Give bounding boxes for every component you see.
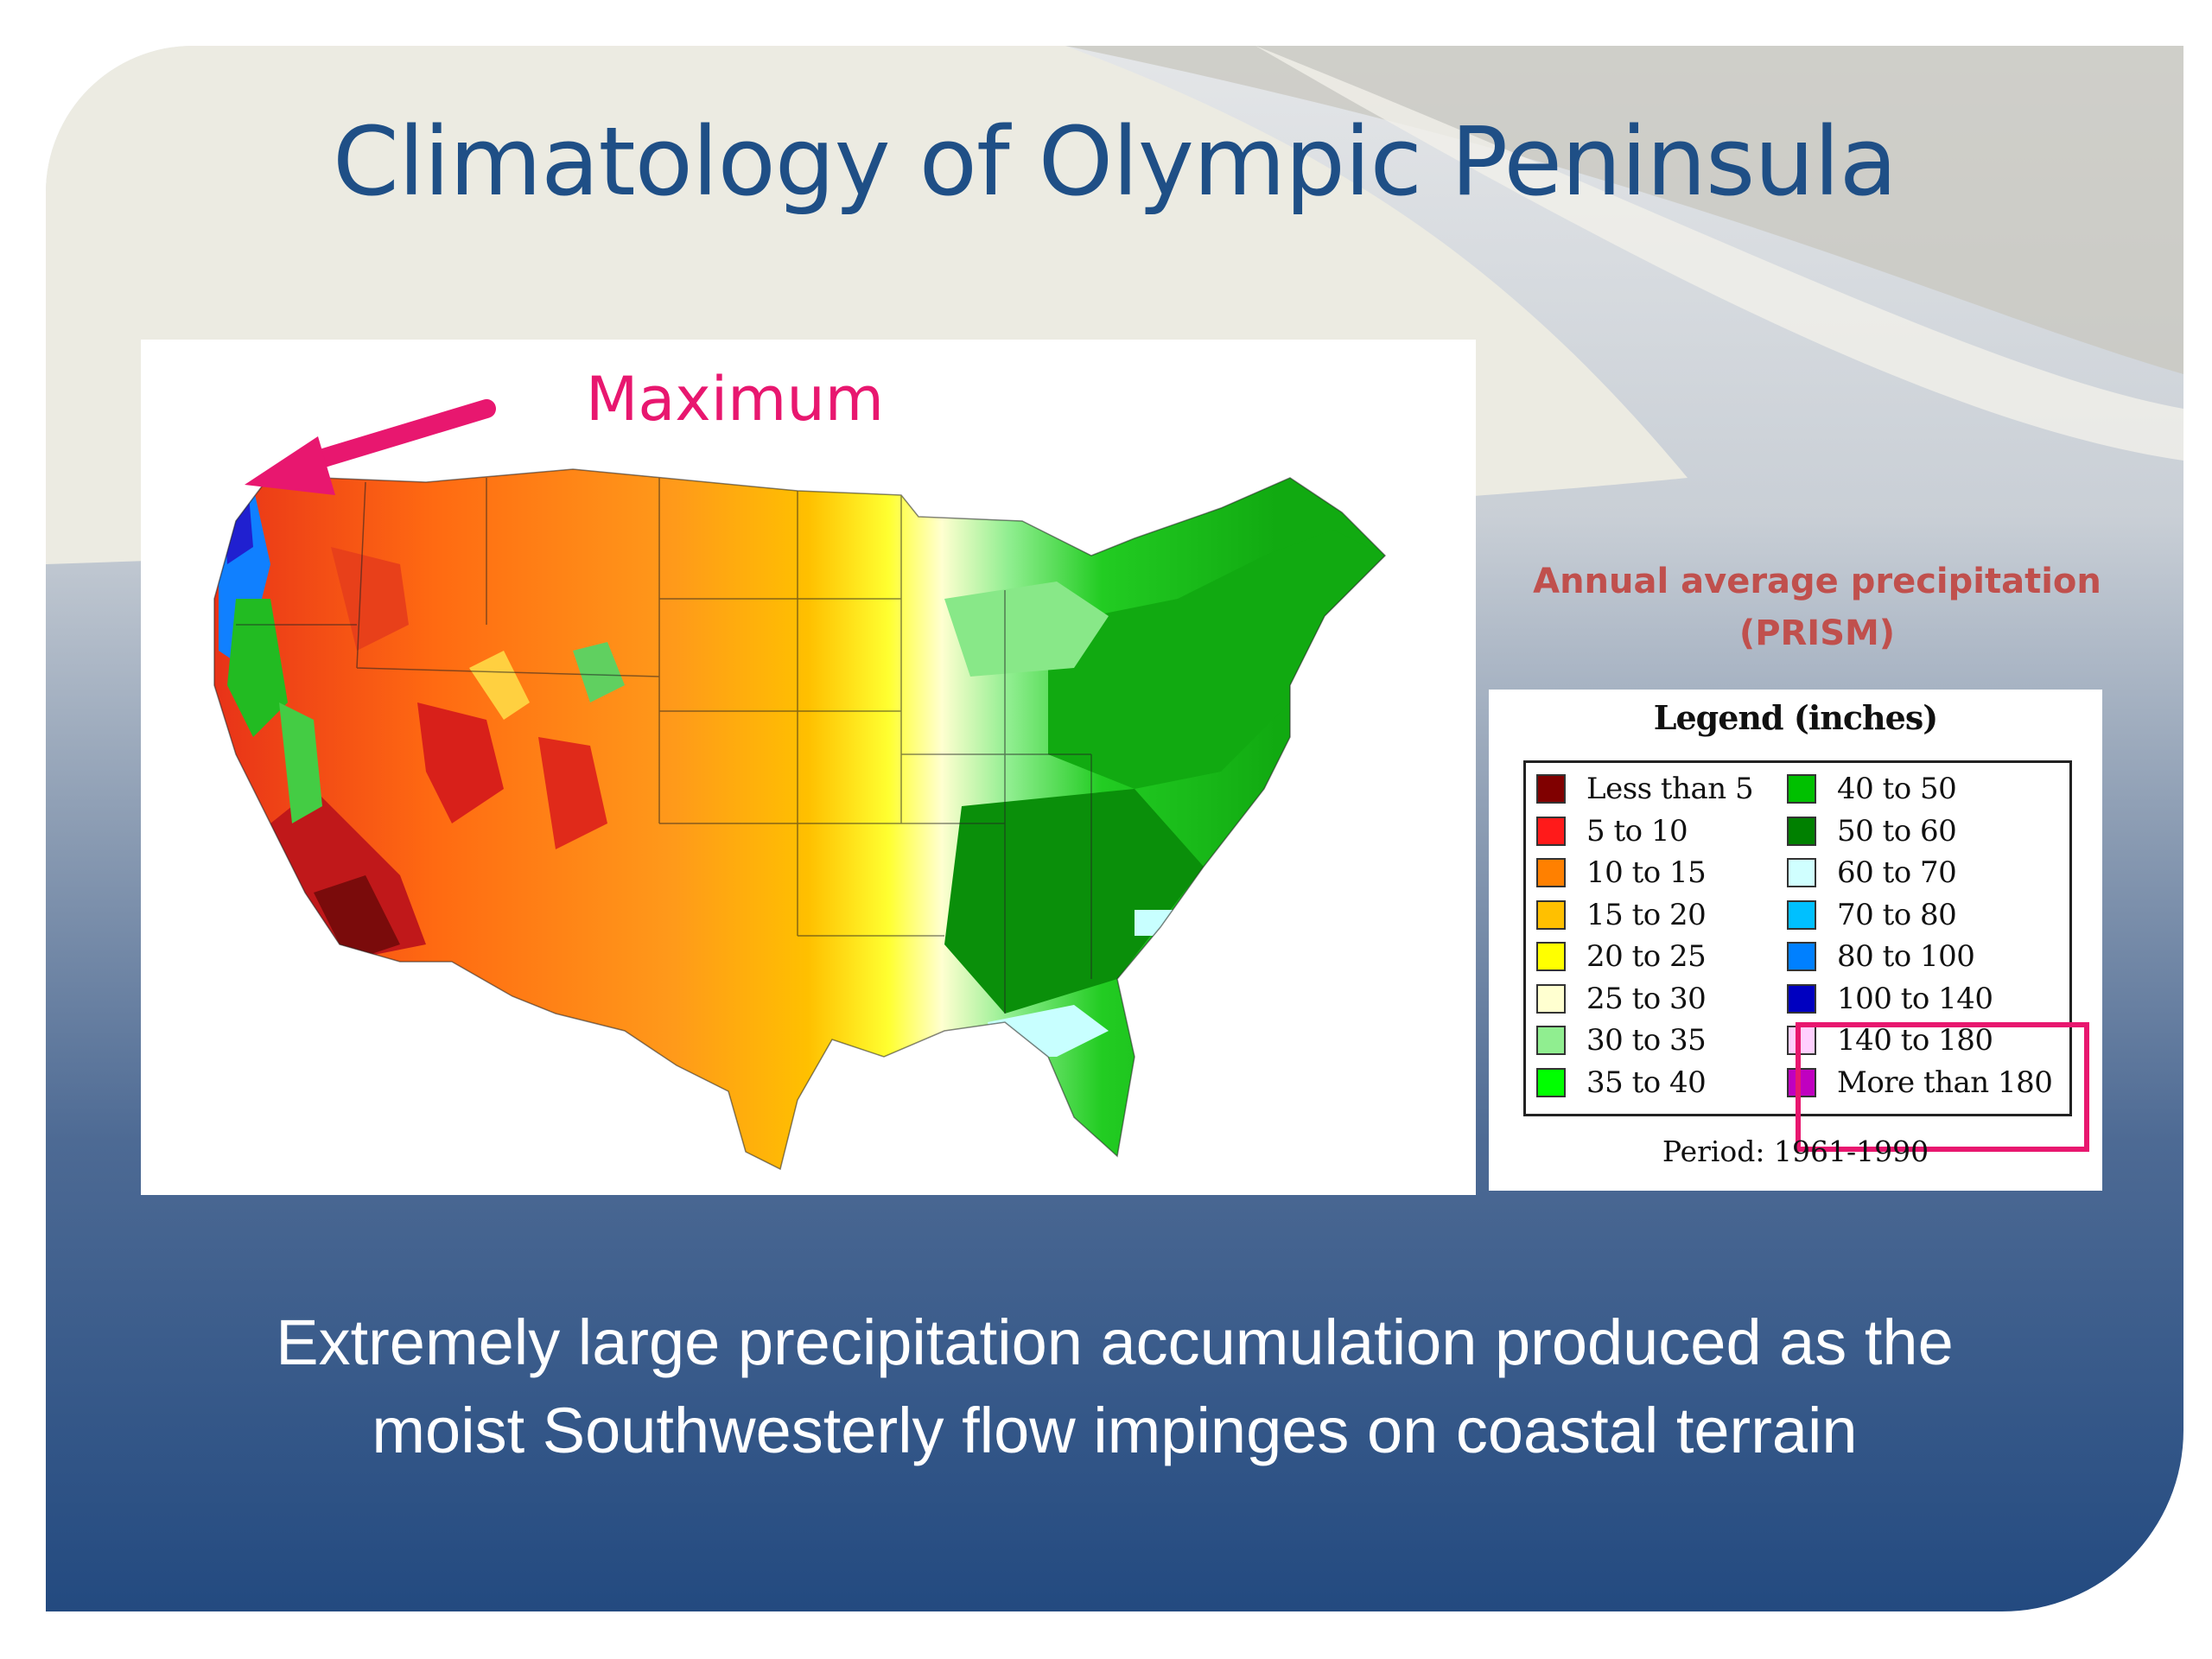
legend-title: Legend (inches) <box>1653 698 1938 737</box>
legend-label: 15 to 20 <box>1586 897 1707 932</box>
legend-label: 25 to 30 <box>1586 981 1707 1016</box>
legend-swatch <box>1787 774 1816 804</box>
precipitation-map: Maximum <box>141 340 1476 1195</box>
legend-label: 100 to 140 <box>1837 981 1993 1016</box>
legend-swatch <box>1787 983 1816 1014</box>
legend-swatch <box>1787 899 1816 930</box>
caption-line2: moist Southwesterly flow impinges on coa… <box>372 1395 1858 1466</box>
legend-swatch <box>1787 942 1816 971</box>
legend-swatch <box>1536 1067 1566 1097</box>
maximum-arrow <box>245 399 496 495</box>
legend-box: Less than 5 5 to 10 10 to 15 15 to 20 20 to … <box>1523 760 2072 1116</box>
legend-swatch <box>1536 816 1566 846</box>
legend-label: More than 180 <box>1837 1065 2053 1100</box>
legend-swatch <box>1787 816 1816 846</box>
legend-swatch <box>1787 1067 1816 1097</box>
legend-swatch <box>1536 774 1566 804</box>
legend-label: 35 to 40 <box>1586 1065 1707 1100</box>
legend-label: 80 to 100 <box>1837 939 1975 974</box>
legend-caption: Annual average precipitation (PRISM) <box>1497 556 2137 659</box>
legend-swatch <box>1536 899 1566 930</box>
slide: Climatology of Olympic Peninsula <box>46 46 2183 1611</box>
legend-caption-line2: (PRISM) <box>1738 613 1896 653</box>
legend-highlight-box <box>1796 1022 2089 1152</box>
legend-label: 30 to 35 <box>1586 1023 1707 1058</box>
page-title: Climatology of Olympic Peninsula <box>333 106 1897 217</box>
legend-label: Less than 5 <box>1586 772 1754 806</box>
legend-label: 20 to 25 <box>1586 939 1707 974</box>
legend-swatch <box>1787 858 1816 887</box>
legend-label: 5 to 10 <box>1586 813 1688 849</box>
legend-label: 70 to 80 <box>1837 897 1957 932</box>
slide-caption: Extremely large precipitation accumulati… <box>46 1299 2183 1475</box>
legend-caption-line1: Annual average precipitation <box>1533 562 2101 601</box>
legend-swatch <box>1536 858 1566 887</box>
legend-panel: Legend (inches) Less than 5 5 to 10 10 to … <box>1489 690 2102 1191</box>
legend-swatch <box>1536 942 1566 971</box>
legend-period: Period: 1961-1990 <box>1662 1135 1929 1168</box>
maximum-label: Maximum <box>586 364 884 435</box>
us-precipitation-map-graphic <box>213 399 1387 1171</box>
legend-label: 50 to 60 <box>1837 813 1957 849</box>
legend-swatch <box>1536 983 1566 1014</box>
legend-label: 60 to 70 <box>1837 855 1957 890</box>
legend-label: 40 to 50 <box>1837 772 1957 806</box>
legend-label: 10 to 15 <box>1586 855 1707 890</box>
legend-label: 140 to 180 <box>1837 1023 1993 1058</box>
caption-line1: Extremely large precipitation accumulati… <box>276 1306 1954 1378</box>
legend-swatch <box>1536 1026 1566 1055</box>
